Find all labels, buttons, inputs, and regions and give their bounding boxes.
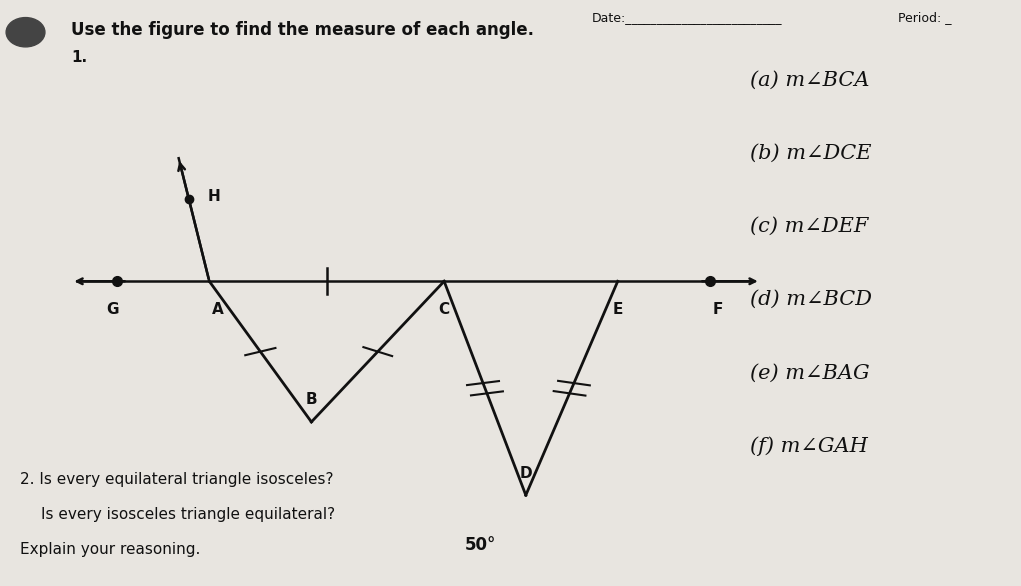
Text: B: B [305, 392, 318, 407]
Text: Period: _: Period: _ [898, 11, 952, 23]
Text: H: H [207, 189, 220, 204]
Text: A: A [211, 302, 224, 317]
Text: G: G [106, 302, 118, 317]
Text: Is every isosceles triangle equilateral?: Is every isosceles triangle equilateral? [41, 507, 335, 522]
Text: C: C [439, 302, 449, 317]
Text: Date:_________________________: Date:_________________________ [592, 11, 783, 23]
Text: (b) m∠DCE: (b) m∠DCE [750, 144, 872, 162]
Text: Use the figure to find the measure of each angle.: Use the figure to find the measure of ea… [71, 21, 534, 39]
Text: 1.: 1. [71, 50, 88, 65]
Text: (e) m∠BAG: (e) m∠BAG [750, 363, 870, 382]
Text: (d) m∠BCD: (d) m∠BCD [750, 290, 872, 309]
Text: F: F [713, 302, 723, 317]
Ellipse shape [6, 18, 45, 47]
Text: E: E [613, 302, 623, 317]
Text: (a) m∠BCA: (a) m∠BCA [750, 70, 870, 89]
Text: (f) m∠GAH: (f) m∠GAH [750, 437, 868, 456]
Text: 50°: 50° [465, 536, 496, 554]
Text: D: D [520, 465, 532, 481]
Text: (c) m∠DEF: (c) m∠DEF [750, 217, 869, 236]
Text: 2. Is every equilateral triangle isosceles?: 2. Is every equilateral triangle isoscel… [20, 472, 334, 487]
Text: Explain your reasoning.: Explain your reasoning. [20, 542, 201, 557]
